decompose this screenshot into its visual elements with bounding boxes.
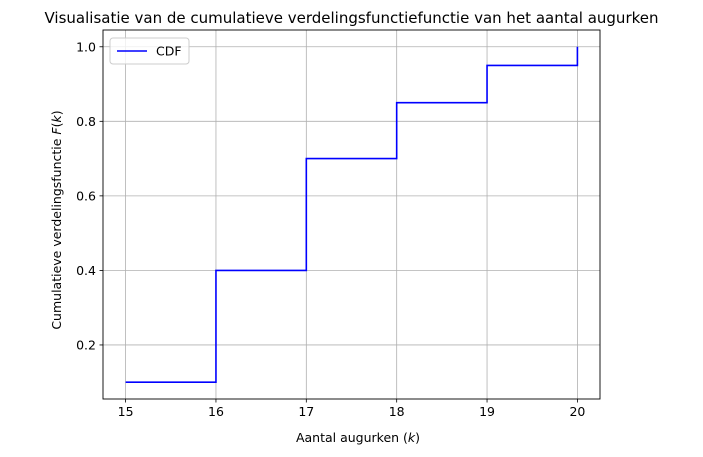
series-layer: [125, 46, 579, 384]
cdf-step-line: [125, 46, 579, 384]
y-axis: 0.2 0.4 0.6 0.8 1.0: [76, 39, 103, 352]
grid: [103, 30, 600, 399]
y-tick-label: 0.2: [76, 337, 96, 352]
legend: CDF: [109, 37, 190, 65]
y-tick-label: 0.6: [76, 188, 96, 203]
x-axis: 15 16 17 18 19 20: [118, 399, 585, 419]
x-tick-label: 16: [208, 404, 224, 419]
x-tick-label: 18: [389, 404, 405, 419]
y-tick-label: 0.4: [76, 263, 96, 278]
legend-label: CDF: [156, 44, 182, 59]
x-tick-label: 17: [298, 404, 314, 419]
x-tick-label: 15: [118, 404, 134, 419]
x-tick-label: 20: [569, 404, 585, 419]
x-axis-label: Aantal augurken (k): [296, 430, 420, 445]
y-tick-label: 1.0: [76, 39, 96, 54]
x-tick-label: 19: [479, 404, 495, 419]
chart-title: Visualisatie van de cumulatieve verdelin…: [45, 9, 659, 27]
legend-box: [109, 37, 190, 65]
y-axis-label: Cumulatieve verdelingsfunctie F(k): [49, 110, 64, 329]
plot-frame: [102, 29, 601, 400]
y-tick-label: 0.8: [76, 114, 96, 129]
